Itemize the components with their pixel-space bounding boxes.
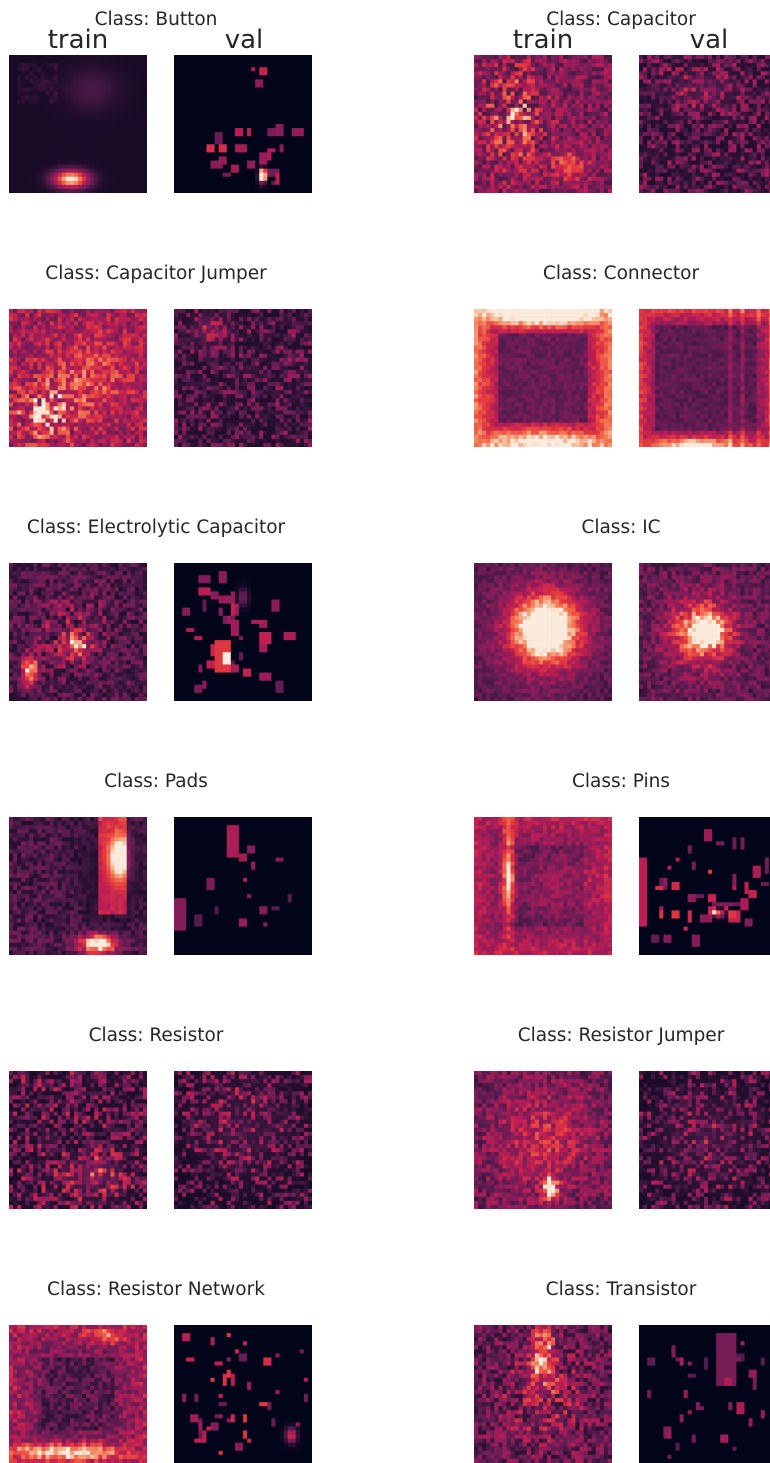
heatmap-resistor-network-train bbox=[9, 1325, 147, 1463]
heatmap-pins-train bbox=[474, 817, 612, 955]
heatmap-pins-val bbox=[639, 817, 770, 955]
heatmap-transistor-val bbox=[639, 1325, 770, 1463]
panel-title-resistor: Class: Resistor bbox=[89, 1027, 224, 1046]
column-label-train-left: train bbox=[48, 27, 109, 53]
panel-title-pads: Class: Pads bbox=[104, 773, 208, 792]
panel-title-resistor-jumper: Class: Resistor Jumper bbox=[518, 1027, 725, 1046]
column-label-val-right: val bbox=[690, 27, 729, 53]
column-label-train-right: train bbox=[513, 27, 574, 53]
panel-title-resistor-network: Class: Resistor Network bbox=[47, 1281, 265, 1300]
heatmap-resistor-train bbox=[9, 1071, 147, 1209]
panel-title-button: Class: Button bbox=[95, 11, 218, 30]
heatmap-electrolytic-capacitor-val bbox=[174, 563, 312, 701]
panel-title-pins: Class: Pins bbox=[572, 773, 670, 792]
panel-title-transistor: Class: Transistor bbox=[546, 1281, 697, 1300]
panel-title-electrolytic-capacitor: Class: Electrolytic Capacitor bbox=[27, 519, 285, 538]
heatmap-ic-train bbox=[474, 563, 612, 701]
heatmap-resistor-jumper-train bbox=[474, 1071, 612, 1209]
heatmap-capacitor-jumper-train bbox=[9, 309, 147, 447]
panel-title-capacitor: Class: Capacitor bbox=[546, 11, 696, 30]
column-label-val-left: val bbox=[225, 27, 264, 53]
heatmap-capacitor-train bbox=[474, 55, 612, 193]
heatmap-connector-train bbox=[474, 309, 612, 447]
heatmap-electrolytic-capacitor-train bbox=[9, 563, 147, 701]
panel-title-capacitor-jumper: Class: Capacitor Jumper bbox=[45, 265, 266, 284]
heatmap-capacitor-jumper-val bbox=[174, 309, 312, 447]
heatmap-ic-val bbox=[639, 563, 770, 701]
panel-title-connector: Class: Connector bbox=[543, 265, 699, 284]
heatmap-transistor-train bbox=[474, 1325, 612, 1463]
heatmap-resistor-jumper-val bbox=[639, 1071, 770, 1209]
panel-title-ic: Class: IC bbox=[581, 519, 660, 538]
heatmap-button-val bbox=[174, 55, 312, 193]
heatmap-button-train bbox=[9, 55, 147, 193]
heatmap-pads-train bbox=[9, 817, 147, 955]
heatmap-resistor-network-val bbox=[174, 1325, 312, 1463]
heatmap-capacitor-val bbox=[639, 55, 770, 193]
heatmap-connector-val bbox=[639, 309, 770, 447]
heatmap-resistor-val bbox=[174, 1071, 312, 1209]
heatmap-pads-val bbox=[174, 817, 312, 955]
